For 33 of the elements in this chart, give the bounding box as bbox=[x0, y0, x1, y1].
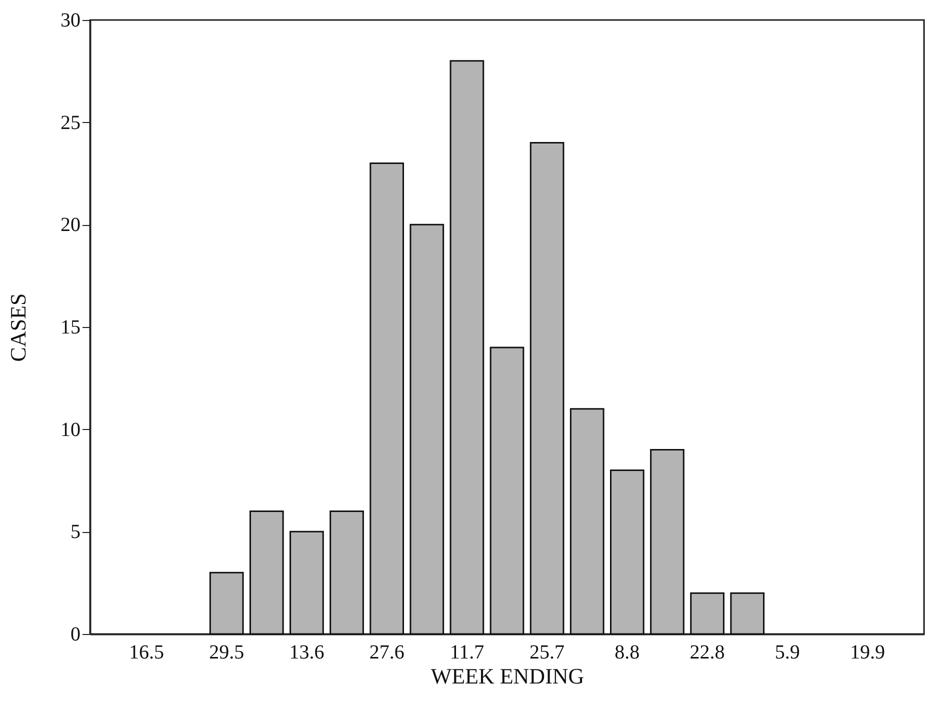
y-tick-label: 15 bbox=[60, 316, 80, 338]
x-tick-label: 13.6 bbox=[289, 642, 324, 664]
bar bbox=[650, 449, 684, 635]
bar bbox=[730, 592, 765, 635]
x-tick-label: 16.5 bbox=[128, 642, 164, 664]
x-tick-label: 29.5 bbox=[209, 642, 244, 664]
bar bbox=[450, 60, 484, 635]
x-tick-label: 19.9 bbox=[850, 642, 886, 664]
x-tick-label: 8.8 bbox=[614, 642, 640, 664]
bar bbox=[330, 510, 364, 635]
bar bbox=[530, 142, 564, 635]
y-tick-label: 30 bbox=[60, 10, 80, 32]
bar bbox=[490, 346, 524, 635]
bar bbox=[570, 408, 604, 635]
y-tick-label: 5 bbox=[70, 521, 80, 544]
x-tick-label: 11.7 bbox=[450, 642, 484, 664]
x-tick-label: 27.6 bbox=[369, 642, 404, 664]
bar bbox=[370, 162, 404, 635]
x-tick-label: 5.9 bbox=[774, 642, 800, 664]
bar bbox=[610, 470, 644, 635]
bar bbox=[410, 224, 444, 635]
y-axis-title: CASES bbox=[6, 293, 30, 362]
x-tick-label: 25.7 bbox=[530, 642, 565, 664]
x-axis-title: WEEK ENDING bbox=[430, 664, 584, 688]
bar bbox=[209, 572, 244, 635]
y-tick-label: 20 bbox=[60, 214, 80, 236]
y-tick-label: 0 bbox=[70, 624, 80, 646]
y-tick-label: 10 bbox=[60, 418, 80, 441]
y-tick-label: 25 bbox=[60, 112, 80, 134]
bar bbox=[290, 530, 324, 635]
bar bbox=[249, 510, 284, 635]
bar bbox=[690, 592, 724, 635]
x-tick-label: 22.8 bbox=[690, 642, 725, 664]
